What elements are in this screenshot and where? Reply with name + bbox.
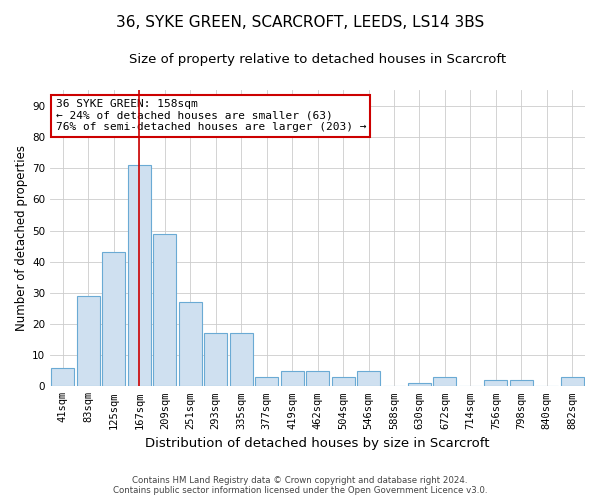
Bar bbox=[332, 377, 355, 386]
Bar bbox=[510, 380, 533, 386]
Bar bbox=[484, 380, 508, 386]
Bar bbox=[128, 165, 151, 386]
Bar bbox=[408, 383, 431, 386]
Bar bbox=[77, 296, 100, 386]
Bar bbox=[433, 377, 457, 386]
Bar bbox=[52, 368, 74, 386]
Bar bbox=[281, 370, 304, 386]
Text: 36, SYKE GREEN, SCARCROFT, LEEDS, LS14 3BS: 36, SYKE GREEN, SCARCROFT, LEEDS, LS14 3… bbox=[116, 15, 484, 30]
Bar bbox=[204, 334, 227, 386]
Bar bbox=[230, 334, 253, 386]
Text: 36 SYKE GREEN: 158sqm
← 24% of detached houses are smaller (63)
76% of semi-deta: 36 SYKE GREEN: 158sqm ← 24% of detached … bbox=[56, 99, 366, 132]
Bar bbox=[357, 370, 380, 386]
X-axis label: Distribution of detached houses by size in Scarcroft: Distribution of detached houses by size … bbox=[145, 437, 490, 450]
Bar bbox=[561, 377, 584, 386]
Bar bbox=[154, 234, 176, 386]
Bar bbox=[103, 252, 125, 386]
Text: Contains HM Land Registry data © Crown copyright and database right 2024.
Contai: Contains HM Land Registry data © Crown c… bbox=[113, 476, 487, 495]
Title: Size of property relative to detached houses in Scarcroft: Size of property relative to detached ho… bbox=[129, 52, 506, 66]
Bar bbox=[255, 377, 278, 386]
Bar bbox=[306, 370, 329, 386]
Bar bbox=[179, 302, 202, 386]
Y-axis label: Number of detached properties: Number of detached properties bbox=[15, 146, 28, 332]
